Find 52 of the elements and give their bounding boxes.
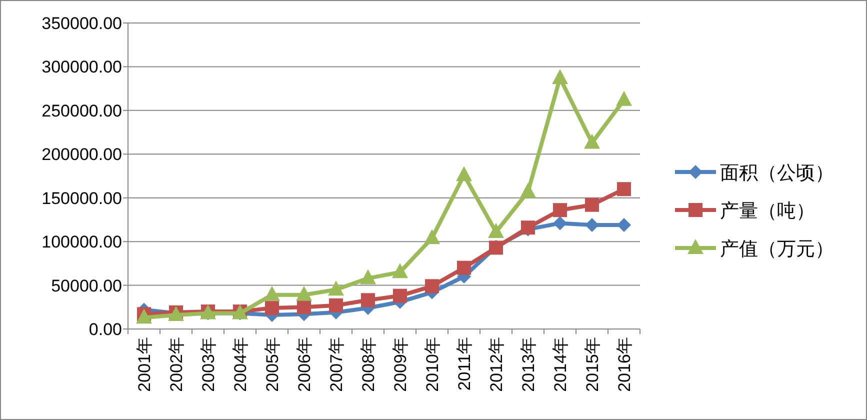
point <box>488 222 504 238</box>
legend-label: 产量（吨） <box>720 201 815 222</box>
y-tick-label: 0.00 <box>88 320 122 339</box>
y-tick-label: 250000.00 <box>42 101 122 120</box>
x-tick-label: 2013年 <box>519 337 538 392</box>
x-tick-label: 2001年 <box>135 337 154 392</box>
x-tick-label: 2009年 <box>391 337 410 392</box>
x-tick-label: 2007年 <box>327 337 346 392</box>
x-tick-label: 2008年 <box>359 337 378 392</box>
y-tick-label: 100000.00 <box>42 232 122 252</box>
y-tick-label: 200000.00 <box>42 145 122 164</box>
point <box>264 286 280 301</box>
point <box>392 263 408 278</box>
x-tick-label: 2005年 <box>263 337 282 392</box>
x-tick-label: 2006年 <box>295 337 314 392</box>
y-tick-label: 150000.00 <box>42 188 122 208</box>
point <box>360 269 376 284</box>
point <box>265 301 279 316</box>
point <box>585 198 599 212</box>
legend-label: 面积（公顷） <box>720 163 834 184</box>
point <box>456 166 472 182</box>
point <box>457 260 471 275</box>
x-tick-label: 2002年 <box>167 337 186 392</box>
y-tick-label: 350000.00 <box>42 14 122 33</box>
x-tick-label: 2015年 <box>583 337 602 392</box>
point <box>393 288 407 303</box>
point <box>424 229 440 244</box>
point <box>296 286 312 301</box>
point <box>553 216 567 230</box>
point <box>617 182 631 196</box>
legend-label: 产值（万元） <box>720 239 834 260</box>
point <box>617 218 631 232</box>
point <box>553 203 567 218</box>
x-tick-label: 2010年 <box>423 337 442 392</box>
point <box>616 90 632 106</box>
x-tick-label: 2011年 <box>455 337 474 391</box>
y-tick-label: 300000.00 <box>42 58 122 77</box>
point <box>329 298 343 312</box>
point <box>585 218 599 232</box>
x-tick-label: 2016年 <box>615 337 634 392</box>
point <box>584 134 600 149</box>
point <box>552 69 568 84</box>
x-tick-label: 2014年 <box>551 337 570 392</box>
x-tick-label: 2012年 <box>487 337 506 392</box>
point <box>328 280 344 296</box>
point <box>297 300 311 314</box>
x-tick-label: 2003年 <box>199 337 218 392</box>
point <box>520 182 536 198</box>
point <box>361 293 375 308</box>
x-tick-label: 2004年 <box>231 337 250 392</box>
y-tick-label: 50000.00 <box>51 276 122 296</box>
point <box>425 279 439 294</box>
